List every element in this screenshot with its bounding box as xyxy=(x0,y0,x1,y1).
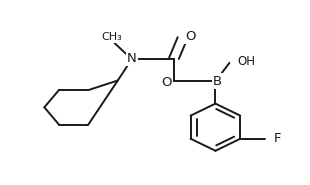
Text: CH₃: CH₃ xyxy=(101,32,122,42)
Text: O: O xyxy=(162,76,172,89)
Text: F: F xyxy=(274,132,281,145)
Text: O: O xyxy=(185,30,196,43)
Text: N: N xyxy=(127,52,137,65)
Text: OH: OH xyxy=(237,56,255,68)
Text: B: B xyxy=(213,75,222,88)
